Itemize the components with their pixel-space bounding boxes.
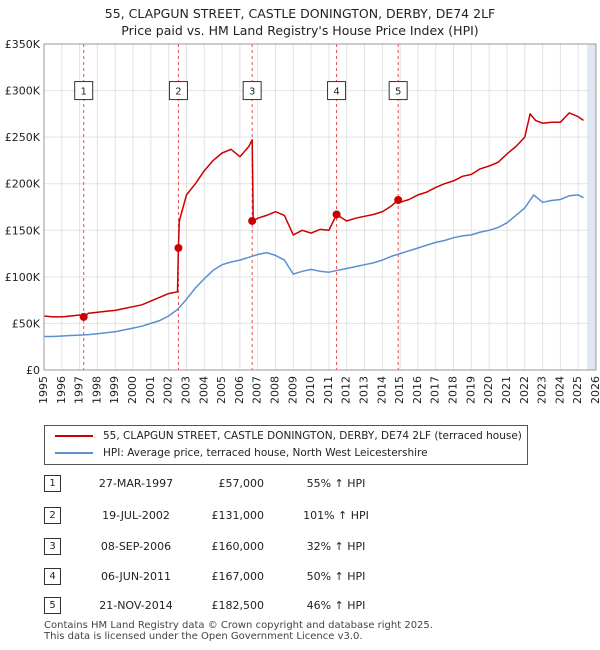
x-tick-label: 1997 bbox=[73, 376, 86, 404]
transaction-date: 19-JUL-2002 bbox=[102, 509, 170, 522]
x-tick-label: 2025 bbox=[571, 376, 584, 404]
x-tick-label: 2001 bbox=[144, 376, 157, 404]
y-tick-label: £100K bbox=[5, 271, 41, 284]
transaction-price: £182,500 bbox=[211, 599, 265, 612]
x-tick-label: 1998 bbox=[90, 376, 103, 404]
footer-copyright: Contains HM Land Registry data © Crown c… bbox=[44, 620, 433, 631]
y-tick-label: £350K bbox=[5, 38, 41, 51]
plot-frame bbox=[43, 43, 597, 371]
transaction-hpi-change: 55% ↑ HPI bbox=[306, 477, 366, 490]
y-tick-label: £0 bbox=[26, 364, 40, 377]
x-tick-label: 2006 bbox=[233, 376, 246, 404]
sale-number: 3 bbox=[249, 87, 255, 98]
transaction-row: 1 27-MAR-1997 £57,000 55% ↑ HPI bbox=[44, 475, 384, 495]
plot-area bbox=[44, 44, 596, 370]
x-tick-label: 2017 bbox=[429, 376, 442, 404]
x-tick-label: 2007 bbox=[251, 376, 264, 404]
price-chart: £0 £50K £100K £150K £200K £250K £300K £350K 1995… bbox=[5, 38, 600, 404]
sale-number-box bbox=[74, 81, 94, 101]
transaction-date: 08-SEP-2006 bbox=[100, 540, 172, 553]
sale-point bbox=[79, 312, 88, 321]
transaction-number: 3 bbox=[44, 538, 61, 555]
x-tick-label: 2004 bbox=[197, 376, 210, 404]
x-tick-label: 2023 bbox=[536, 376, 549, 404]
x-tick-label: 2000 bbox=[126, 376, 139, 404]
sale-number-box bbox=[168, 81, 188, 101]
x-tick-label: 1996 bbox=[55, 376, 68, 404]
transaction-date: 06-JUN-2011 bbox=[100, 570, 172, 583]
x-tick-label: 2015 bbox=[393, 376, 406, 404]
x-tick-label: 1999 bbox=[108, 376, 121, 404]
chart-title: 55, CLAPGUN STREET, CASTLE DONINGTON, DE… bbox=[104, 6, 496, 21]
sale-number-box bbox=[242, 81, 262, 101]
property-price-line bbox=[43, 112, 584, 318]
x-tick-label: 2011 bbox=[322, 376, 335, 404]
y-tick-label: £300K bbox=[5, 85, 41, 98]
x-tick-label: 2021 bbox=[500, 376, 513, 404]
sale-number: 5 bbox=[395, 87, 401, 98]
footer: Contains HM Land Registry data © Crown c… bbox=[44, 620, 433, 642]
transaction-number: 1 bbox=[44, 475, 61, 492]
x-tick-label: 1995 bbox=[37, 376, 50, 404]
x-tick-label: 2012 bbox=[340, 376, 353, 404]
transaction-row: 2 19-JUL-2002 £131,000 101% ↑ HPI bbox=[44, 507, 384, 527]
x-tick-label: 2010 bbox=[304, 376, 317, 404]
x-tick-label: 2005 bbox=[215, 376, 228, 404]
sale-point bbox=[332, 210, 341, 219]
x-tick-label: 2013 bbox=[358, 376, 371, 404]
footer-licence: This data is licensed under the Open Gov… bbox=[44, 631, 363, 642]
sale-number: 2 bbox=[175, 87, 181, 98]
hpi-line bbox=[44, 194, 584, 338]
legend-swatch-property bbox=[55, 435, 93, 437]
x-tick-label: 2003 bbox=[179, 376, 192, 404]
transaction-date: 21-NOV-2014 bbox=[99, 599, 173, 612]
transaction-price: £131,000 bbox=[211, 509, 265, 522]
legend-item-hpi: HPI: Average price, terraced house, Nort… bbox=[55, 445, 428, 461]
transaction-price: £160,000 bbox=[211, 540, 265, 553]
x-tick-label: 2022 bbox=[518, 376, 531, 404]
legend-item-property: 55, CLAPGUN STREET, CASTLE DONINGTON, DE… bbox=[55, 428, 522, 444]
x-tick-label: 2009 bbox=[286, 376, 299, 404]
x-tick-label: 2019 bbox=[464, 376, 477, 404]
transaction-hpi-change: 32% ↑ HPI bbox=[306, 540, 366, 553]
legend-swatch-hpi bbox=[55, 452, 93, 454]
transaction-number: 5 bbox=[44, 597, 61, 614]
transaction-price: £167,000 bbox=[211, 570, 265, 583]
x-tick-label: 2002 bbox=[162, 376, 175, 404]
legend-label-hpi: HPI: Average price, terraced house, Nort… bbox=[103, 447, 428, 459]
y-tick-label: £250K bbox=[5, 131, 41, 144]
x-tick-label: 2026 bbox=[589, 376, 600, 404]
x-tick-label: 2014 bbox=[375, 376, 388, 404]
y-tick-label: £200K bbox=[5, 178, 41, 191]
sale-number-box bbox=[388, 81, 408, 101]
transaction-row: 4 06-JUN-2011 £167,000 50% ↑ HPI bbox=[44, 568, 384, 588]
sale-point bbox=[248, 216, 257, 225]
transaction-hpi-change: 101% ↑ HPI bbox=[303, 509, 369, 522]
sale-point bbox=[394, 196, 403, 205]
x-tick-label: 2016 bbox=[411, 376, 424, 404]
transaction-number: 2 bbox=[44, 507, 61, 524]
transaction-number: 4 bbox=[44, 568, 61, 585]
transaction-hpi-change: 50% ↑ HPI bbox=[306, 570, 366, 583]
legend-label-property: 55, CLAPGUN STREET, CASTLE DONINGTON, DE… bbox=[103, 430, 522, 442]
x-tick-label: 2008 bbox=[268, 376, 281, 404]
sale-point bbox=[174, 243, 183, 252]
y-tick-label: £150K bbox=[5, 224, 41, 237]
sale-number: 4 bbox=[333, 87, 339, 98]
x-tick-label: 2024 bbox=[553, 376, 566, 404]
x-tick-label: 2020 bbox=[482, 376, 495, 404]
chart-subtitle: Price paid vs. HM Land Registry's House … bbox=[121, 23, 479, 38]
transaction-hpi-change: 46% ↑ HPI bbox=[306, 599, 366, 612]
transaction-price: £57,000 bbox=[218, 477, 265, 490]
transaction-row: 5 21-NOV-2014 £182,500 46% ↑ HPI bbox=[44, 597, 384, 617]
forecast-shade bbox=[587, 44, 596, 370]
transaction-row: 3 08-SEP-2006 £160,000 32% ↑ HPI bbox=[44, 538, 384, 558]
transaction-date: 27-MAR-1997 bbox=[98, 477, 174, 490]
sale-number: 1 bbox=[81, 87, 87, 98]
legend: 55, CLAPGUN STREET, CASTLE DONINGTON, DE… bbox=[44, 425, 528, 465]
sale-number-box bbox=[327, 81, 347, 101]
y-tick-label: £50K bbox=[12, 317, 41, 330]
x-tick-label: 2018 bbox=[447, 376, 460, 404]
